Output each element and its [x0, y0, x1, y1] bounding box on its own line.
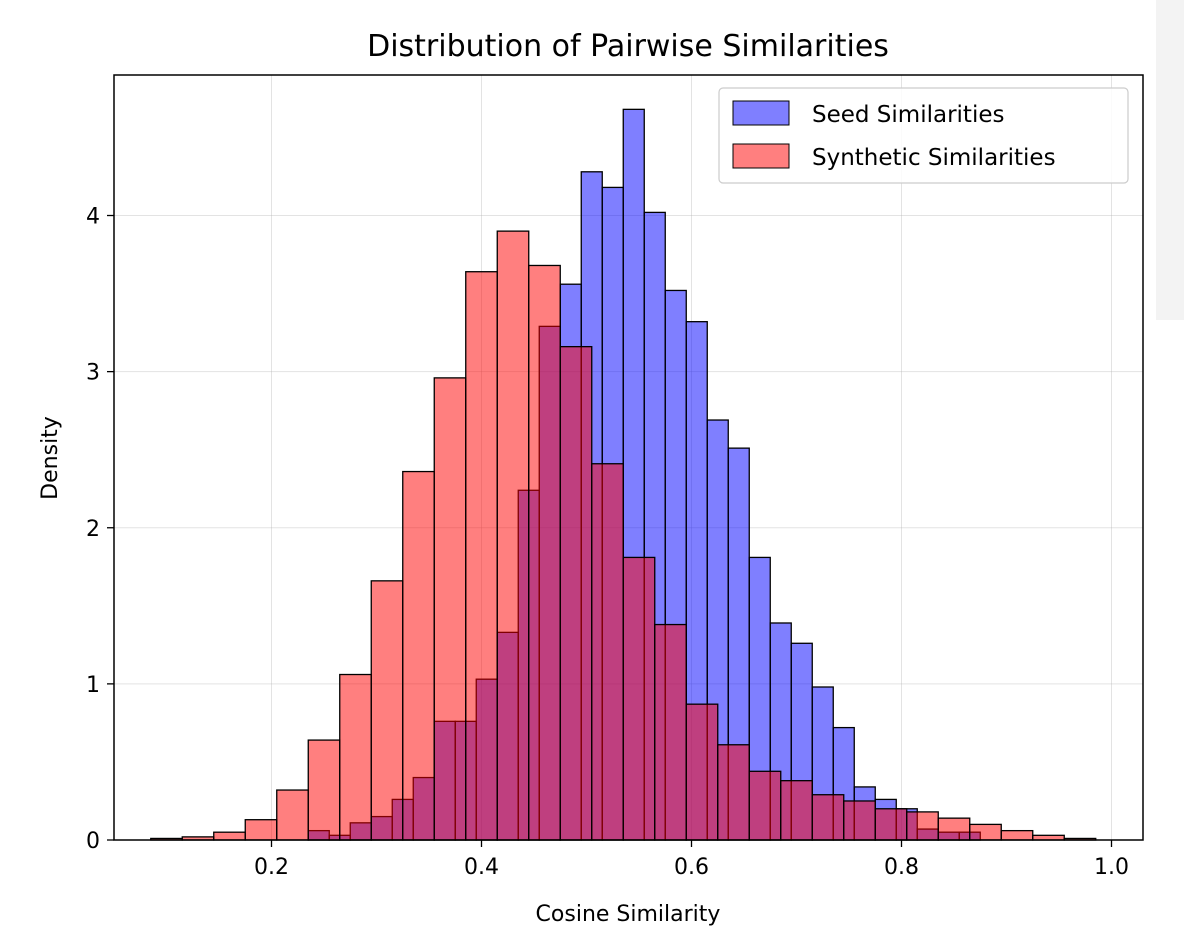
synthetic-bar — [654, 623, 687, 841]
legend: Seed Similarities Synthetic Similarities — [718, 87, 1129, 184]
synthetic-bar — [622, 556, 656, 841]
synthetic-bar — [465, 271, 498, 841]
y-tick-label: 2 — [86, 517, 100, 542]
synthetic-bar — [528, 264, 561, 841]
synthetic-bar — [937, 817, 971, 841]
synthetic-bar — [748, 770, 782, 841]
synthetic-bar — [780, 780, 813, 841]
y-ticks: 0 1 2 3 4 — [86, 205, 114, 854]
x-tick-label: 0.8 — [884, 855, 919, 880]
synthetic-bar — [402, 470, 435, 841]
synthetic-bar — [307, 739, 341, 841]
synthetic-bar — [591, 463, 624, 841]
y-tick-label: 0 — [86, 829, 100, 854]
synthetic-bar — [244, 819, 278, 841]
synthetic-bar — [1000, 829, 1034, 841]
y-axis-label: Density — [38, 416, 63, 500]
synthetic-bar — [559, 346, 593, 841]
x-ticks: 0.2 0.4 0.6 0.8 1.0 — [254, 840, 1129, 880]
legend-label-synthetic: Synthetic Similarities — [812, 145, 1056, 171]
y-tick-label: 3 — [86, 361, 100, 386]
synthetic-bar — [874, 808, 908, 841]
synthetic-bar — [811, 794, 845, 841]
y-tick-label: 1 — [86, 673, 100, 698]
synthetic-bar — [339, 673, 372, 841]
legend-label-seed: Seed Similarities — [812, 102, 1004, 128]
x-tick-label: 0.2 — [254, 855, 289, 880]
synthetic-bar — [370, 580, 404, 841]
bars — [150, 108, 1097, 841]
x-tick-label: 1.0 — [1094, 855, 1129, 880]
synthetic-bar — [969, 823, 1002, 841]
plot-frame — [113, 74, 1144, 841]
chart-title: Distribution of Pairwise Similarities — [367, 29, 889, 64]
synthetic-bar — [685, 703, 719, 841]
synthetic-bar — [433, 377, 467, 841]
x-tick-label: 0.6 — [674, 855, 709, 880]
synthetic-bar — [213, 831, 246, 841]
legend-swatch-synthetic — [732, 143, 790, 169]
x-tick-label: 0.4 — [464, 855, 499, 880]
y-tick-label: 4 — [86, 205, 100, 230]
synthetic-bar — [906, 811, 939, 841]
synthetic-bar — [843, 800, 876, 841]
x-axis-label: Cosine Similarity — [536, 902, 721, 927]
synthetic-bar — [276, 789, 309, 841]
legend-box — [718, 87, 1129, 184]
scrollbar-strip — [1156, 0, 1184, 320]
legend-swatch-seed — [732, 100, 790, 126]
synthetic-bar — [496, 230, 530, 841]
synthetic-bar — [717, 744, 750, 841]
